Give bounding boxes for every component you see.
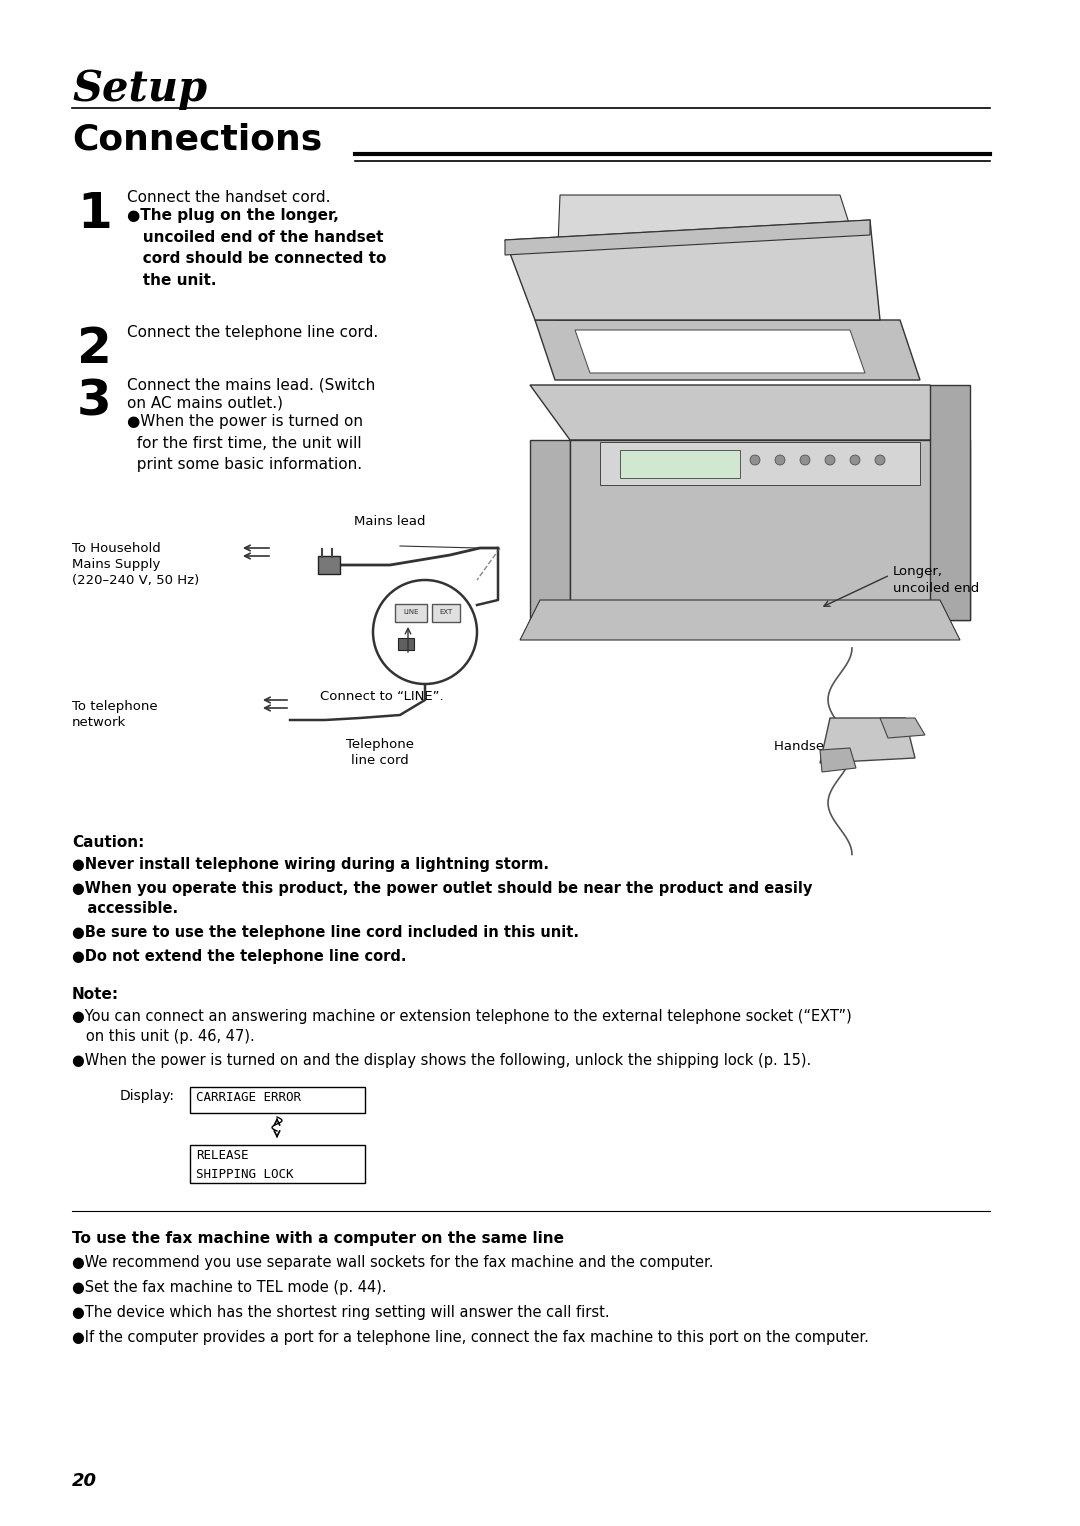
- Polygon shape: [519, 600, 960, 639]
- Circle shape: [850, 455, 860, 465]
- Text: ●The device which has the shortest ring setting will answer the call first.: ●The device which has the shortest ring …: [72, 1305, 609, 1320]
- Text: To telephone: To telephone: [72, 700, 158, 713]
- Text: Display:: Display:: [120, 1090, 175, 1103]
- Circle shape: [373, 580, 477, 684]
- Text: RELEASE
SHIPPING LOCK: RELEASE SHIPPING LOCK: [195, 1149, 294, 1181]
- Text: Longer,: Longer,: [893, 565, 943, 578]
- Text: LINE: LINE: [403, 609, 419, 615]
- Text: ●When the power is turned on and the display shows the following, unlock the shi: ●When the power is turned on and the dis…: [72, 1053, 811, 1068]
- Text: on AC mains outlet.): on AC mains outlet.): [127, 395, 283, 410]
- Circle shape: [775, 455, 785, 465]
- Text: 1: 1: [77, 191, 112, 238]
- Text: 20: 20: [72, 1473, 97, 1489]
- Text: Setup: Setup: [72, 69, 207, 110]
- Text: Handset cord: Handset cord: [774, 740, 863, 752]
- Text: (220–240 V, 50 Hz): (220–240 V, 50 Hz): [72, 574, 199, 588]
- Bar: [432, 604, 460, 623]
- Text: ●The plug on the longer,
   uncoiled end of the handset
   cord should be connec: ●The plug on the longer, uncoiled end of…: [127, 208, 387, 288]
- Text: uncoiled end: uncoiled end: [893, 581, 980, 595]
- Polygon shape: [930, 385, 970, 620]
- Text: Note:: Note:: [72, 987, 119, 1003]
- Circle shape: [800, 455, 810, 465]
- Bar: [190, 1144, 365, 1183]
- Bar: [190, 1087, 365, 1112]
- Text: Connect the telephone line cord.: Connect the telephone line cord.: [127, 325, 378, 340]
- Text: Connect the mains lead. (Switch: Connect the mains lead. (Switch: [127, 378, 375, 394]
- Text: CARRIAGE ERROR: CARRIAGE ERROR: [195, 1091, 301, 1103]
- Text: EXT: EXT: [440, 609, 453, 615]
- Polygon shape: [820, 719, 915, 763]
- Text: Connect to “LINE”.: Connect to “LINE”.: [320, 690, 444, 703]
- Polygon shape: [318, 555, 340, 574]
- Text: ●When you operate this product, the power outlet should be near the product and : ●When you operate this product, the powe…: [72, 881, 812, 917]
- Text: To use the fax machine with a computer on the same line: To use the fax machine with a computer o…: [72, 1231, 564, 1247]
- Text: ●Do not extend the telephone line cord.: ●Do not extend the telephone line cord.: [72, 949, 406, 964]
- Circle shape: [750, 455, 760, 465]
- Text: 3: 3: [77, 378, 111, 426]
- Text: 2: 2: [77, 325, 112, 372]
- Polygon shape: [570, 439, 970, 620]
- Polygon shape: [530, 385, 970, 439]
- Polygon shape: [555, 195, 880, 320]
- Polygon shape: [535, 320, 920, 380]
- Bar: [395, 604, 427, 623]
- Circle shape: [875, 455, 885, 465]
- Text: ●We recommend you use separate wall sockets for the fax machine and the computer: ●We recommend you use separate wall sock…: [72, 1254, 714, 1270]
- Text: ●You can connect an answering machine or extension telephone to the external tel: ●You can connect an answering machine or…: [72, 1009, 852, 1044]
- Text: ●If the computer provides a port for a telephone line, connect the fax machine t: ●If the computer provides a port for a t…: [72, 1331, 869, 1344]
- Text: Connect the handset cord.: Connect the handset cord.: [127, 191, 330, 204]
- Text: line cord: line cord: [351, 754, 409, 768]
- Polygon shape: [880, 719, 924, 739]
- Text: Mains lead: Mains lead: [354, 514, 426, 528]
- Text: ●Set the fax machine to TEL mode (p. 44).: ●Set the fax machine to TEL mode (p. 44)…: [72, 1280, 387, 1296]
- Text: Caution:: Caution:: [72, 835, 145, 850]
- Text: ●When the power is turned on
  for the first time, the unit will
  print some ba: ●When the power is turned on for the fir…: [127, 414, 363, 472]
- Text: Telephone: Telephone: [346, 739, 414, 751]
- Polygon shape: [530, 439, 570, 620]
- Text: network: network: [72, 716, 126, 729]
- Text: Connections: Connections: [72, 122, 322, 156]
- Text: ●Be sure to use the telephone line cord included in this unit.: ●Be sure to use the telephone line cord …: [72, 925, 579, 940]
- Polygon shape: [820, 748, 856, 772]
- Text: ●Never install telephone wiring during a lightning storm.: ●Never install telephone wiring during a…: [72, 858, 549, 871]
- Bar: [620, 450, 740, 478]
- Text: To Household: To Household: [72, 542, 161, 555]
- Circle shape: [825, 455, 835, 465]
- Text: Mains Supply: Mains Supply: [72, 559, 160, 571]
- Polygon shape: [600, 443, 920, 485]
- Polygon shape: [575, 330, 865, 372]
- Polygon shape: [505, 220, 870, 255]
- Polygon shape: [505, 220, 880, 320]
- Bar: [399, 638, 414, 650]
